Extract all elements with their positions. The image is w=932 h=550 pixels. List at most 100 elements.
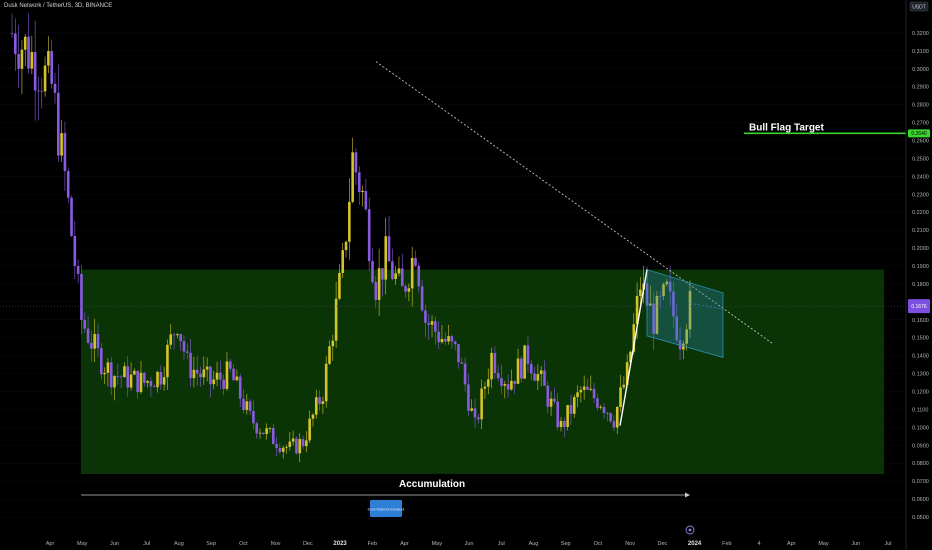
price-tick-label: 0.1600 — [912, 318, 929, 324]
candle-body — [450, 336, 454, 342]
candle-body — [569, 405, 573, 414]
accumulation-arrowhead — [685, 492, 690, 498]
time-tick-label: Feb — [722, 541, 731, 547]
candle-body — [288, 441, 292, 447]
candle-body — [142, 372, 146, 383]
price-scale[interactable]: 0.0500 0.0600 0.0700 0.0800 0.0900 0.1000 0.11… — [912, 31, 929, 521]
candle-body — [543, 370, 546, 386]
candle-body — [453, 341, 457, 345]
event-marker-ring — [685, 525, 695, 535]
candle-body — [367, 209, 371, 262]
time-tick-label: Jul — [884, 541, 891, 547]
candle-body — [424, 310, 427, 323]
candle-body — [40, 90, 44, 92]
candle-body — [516, 358, 520, 384]
price-tick-label: 0.3100 — [912, 49, 929, 55]
candle-body — [76, 266, 80, 274]
candle-body — [619, 387, 622, 407]
candle-body — [672, 291, 675, 317]
candle-body — [265, 428, 268, 434]
candle-body — [685, 329, 688, 344]
candle-body — [258, 432, 262, 434]
price-tick-label: 0.3000 — [912, 67, 929, 73]
currency-badge-frame — [909, 1, 929, 12]
time-tick-label: Aug — [529, 541, 539, 547]
candle-body — [192, 369, 196, 379]
candle-body — [586, 386, 589, 390]
candle-body — [556, 401, 560, 428]
current-price-tag: 0.1676 — [908, 299, 930, 314]
candle-body — [602, 406, 606, 414]
candle-body — [66, 171, 70, 198]
time-tick-label: Dec — [657, 541, 667, 547]
candle-body — [80, 273, 83, 320]
candle-body — [149, 381, 153, 387]
candle-body — [414, 257, 417, 266]
candle-body — [96, 333, 100, 349]
candle-body — [30, 52, 34, 69]
candle-body — [328, 346, 331, 364]
candle-body — [443, 339, 447, 342]
time-tick-label: Aug — [174, 541, 184, 547]
candle-body — [520, 358, 523, 379]
candle-body — [662, 284, 665, 297]
candle-body — [470, 408, 474, 411]
candle-body — [407, 288, 411, 292]
candle-body — [635, 295, 639, 325]
candle-body — [202, 369, 206, 378]
currency-badge[interactable]: USDT — [909, 1, 929, 12]
candle-body — [354, 152, 358, 173]
candle-body — [589, 388, 593, 390]
candle-body — [252, 410, 255, 424]
candle-body — [156, 371, 159, 388]
note-box-text: Dusk Network Breakout — [368, 508, 405, 512]
candle-body — [301, 439, 305, 447]
candle-body — [10, 32, 14, 34]
note-box[interactable]: Dusk Network Breakout — [368, 500, 405, 517]
time-tick-label: Jun — [465, 541, 474, 547]
candle-body — [374, 282, 378, 300]
candle-body — [219, 372, 222, 380]
candle-body — [235, 376, 239, 381]
candle-body — [324, 363, 328, 402]
candle-body — [113, 376, 116, 388]
candle-body — [652, 303, 655, 334]
candle-body — [523, 345, 526, 379]
candle-body — [599, 406, 603, 408]
time-scale[interactable]: Apr May Jun Jul Aug Sep Oct Nov Dec 2023 Feb Apr May… — [46, 541, 892, 547]
candle-body — [480, 388, 483, 420]
candle-body — [596, 398, 599, 408]
candle-body — [457, 344, 460, 363]
candle-body — [123, 366, 126, 378]
note-box-frame — [370, 500, 402, 517]
event-marker[interactable] — [685, 525, 695, 535]
candle-body — [305, 440, 308, 447]
time-tick-label: Apr — [400, 541, 409, 547]
candle-body — [133, 370, 136, 375]
candle-body — [162, 377, 166, 385]
candle-body — [93, 333, 96, 349]
candle-body — [245, 401, 249, 410]
candle-body — [70, 197, 73, 236]
candle-body — [308, 418, 311, 441]
candle-body — [427, 322, 431, 325]
current-price-tag-text: 0.1676 — [911, 304, 927, 310]
target-price-tag-text: 0.2640 — [911, 131, 927, 137]
time-tick-label: Feb — [368, 541, 377, 547]
candle-body — [23, 36, 27, 50]
candle-body — [136, 370, 139, 393]
price-tick-label: 0.1400 — [912, 354, 929, 360]
candle-body — [615, 406, 619, 428]
symbol-header[interactable]: Dusk Network / TetherUS, 3D, BINANCE — [4, 3, 113, 9]
price-tick-label: 0.1100 — [912, 407, 928, 413]
candle-body — [665, 281, 669, 285]
candle-body — [348, 201, 351, 242]
candle-body — [526, 345, 530, 364]
candle-body — [592, 388, 596, 399]
candle-body — [559, 420, 563, 428]
candle-body — [222, 379, 225, 389]
candle-body — [43, 65, 47, 92]
candle-body — [238, 376, 242, 399]
candle-body — [576, 392, 579, 398]
